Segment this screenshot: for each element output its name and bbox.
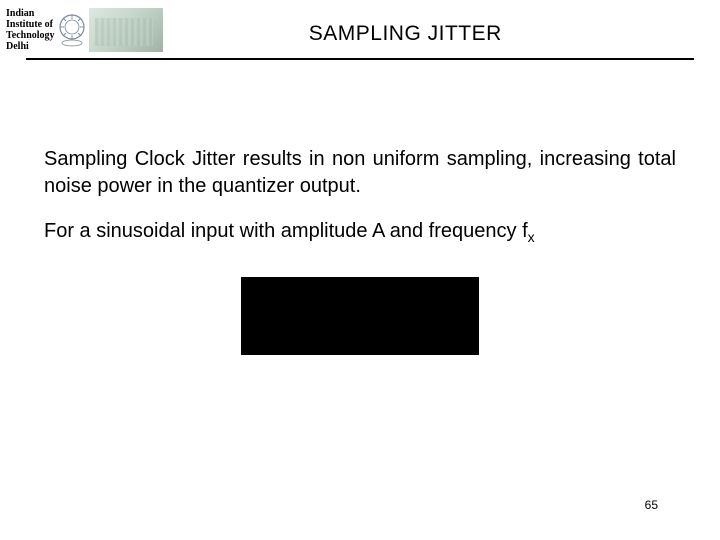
slide-title: SAMPLING JITTER — [163, 8, 708, 46]
paragraph-2-subscript: x — [528, 229, 535, 245]
slide-header: Indian Institute of Technology Delhi — [0, 0, 720, 52]
slide-content: Sampling Clock Jitter results in non uni… — [0, 60, 720, 355]
campus-photo-icon — [89, 8, 163, 52]
institution-name: Indian Institute of Technology Delhi — [6, 8, 55, 52]
paragraph-2: For a sinusoidal input with amplitude A … — [44, 218, 676, 247]
institution-logo-block: Indian Institute of Technology Delhi — [6, 8, 163, 52]
inst-line3: Technology — [6, 30, 55, 41]
equation-placeholder-box — [241, 277, 479, 355]
paragraph-1: Sampling Clock Jitter results in non uni… — [44, 146, 676, 200]
page-number: 65 — [645, 498, 658, 512]
paragraph-2-text: For a sinusoidal input with amplitude A … — [44, 220, 528, 242]
inst-line4: Delhi — [6, 41, 55, 52]
inst-line2: Institute of — [6, 19, 55, 30]
inst-line1: Indian — [6, 8, 55, 19]
iit-emblem-icon — [57, 12, 87, 48]
